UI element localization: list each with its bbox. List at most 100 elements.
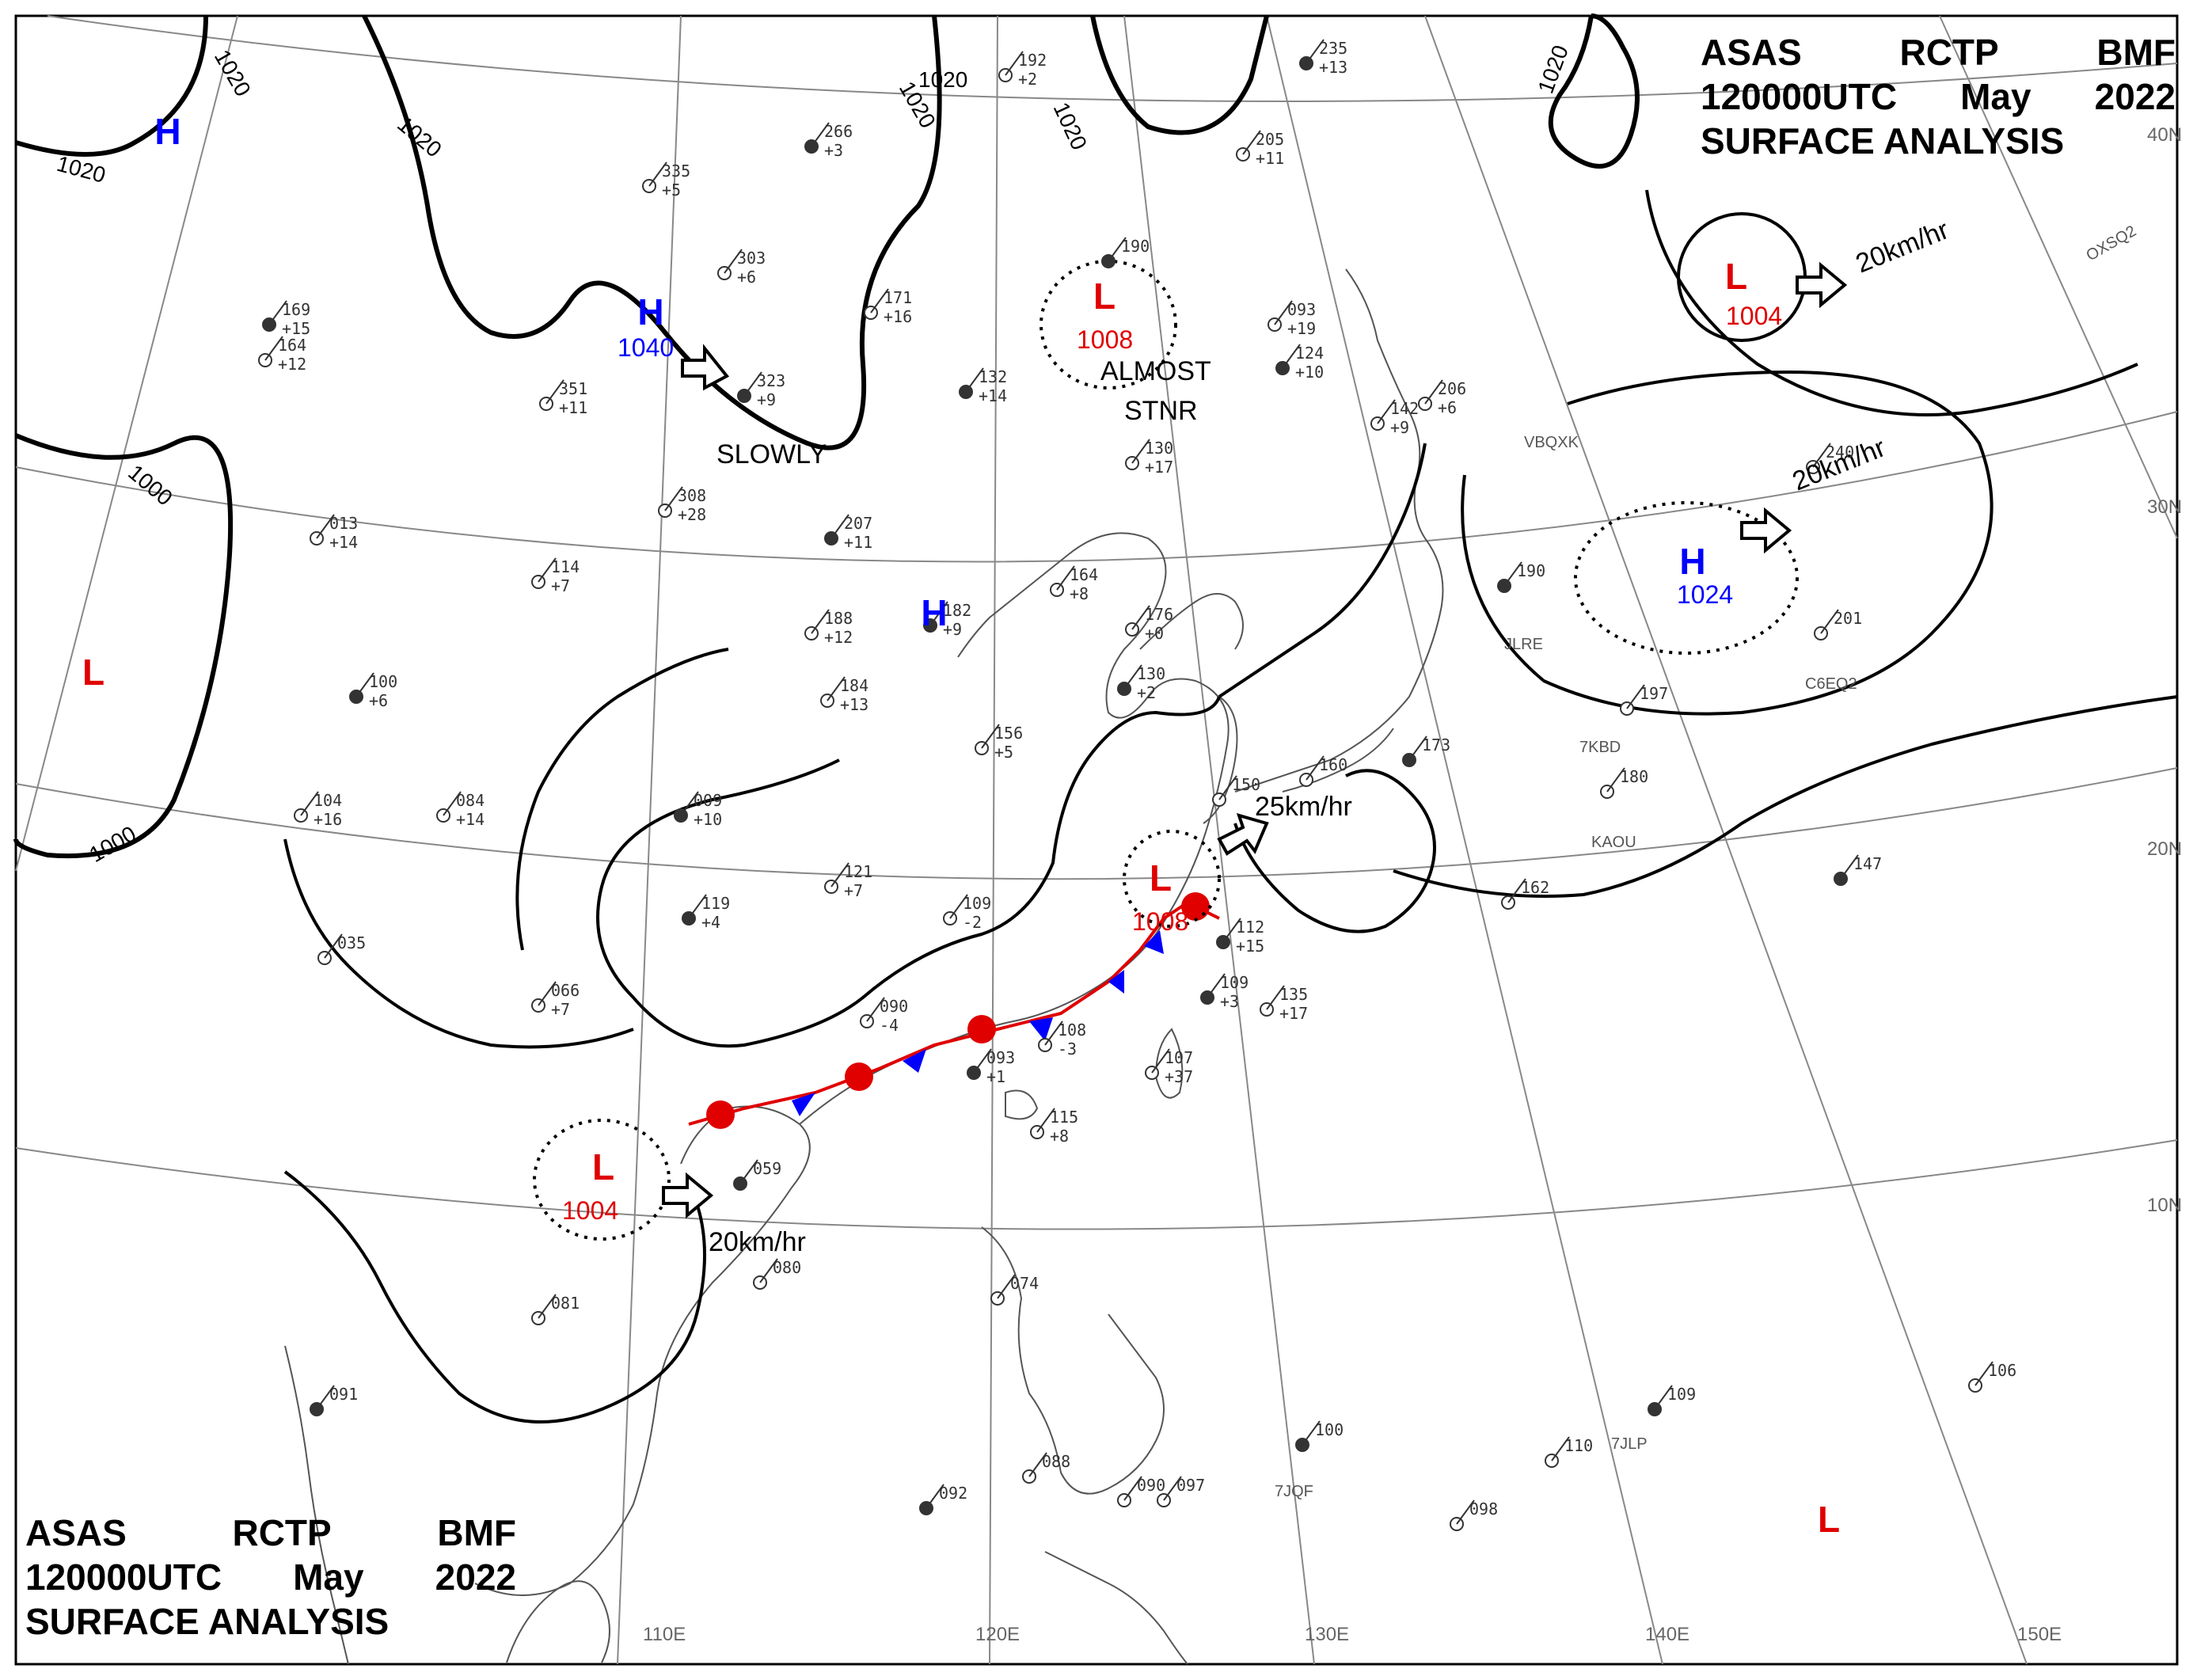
japan-coast (1234, 268, 1444, 792)
agency-code: ASAS (25, 1512, 127, 1553)
station-pressure: 335 (662, 162, 690, 181)
wind-barb (1123, 664, 1142, 690)
station-tendency: +17 (1279, 1004, 1308, 1023)
lon-line-100e (15, 15, 238, 872)
isobars (13, 13, 2178, 1423)
station-models (258, 39, 1993, 1531)
station-pressure: 351 (559, 379, 587, 398)
wind-barb (1056, 565, 1075, 591)
station-pressure: 188 (824, 609, 853, 628)
wind-barb (545, 379, 564, 405)
cold-front-barb (1144, 930, 1164, 954)
station-pressure: 109 (963, 894, 991, 913)
wind-barb (1108, 237, 1127, 262)
high-pressure-center: H (637, 291, 663, 333)
station-tendency: +14 (979, 386, 1007, 405)
station-tendency: +11 (1256, 149, 1284, 168)
motion-label: STNR (1124, 396, 1198, 426)
wind-barb (830, 862, 849, 888)
wind-barb (1131, 605, 1150, 630)
wind-barb (316, 514, 335, 539)
station-tendency: +7 (551, 1000, 570, 1019)
isobar-frontal-trough (596, 696, 1221, 1048)
station-pressure: 190 (1517, 561, 1545, 580)
center-pressure-value: 1040 (618, 333, 674, 362)
station-tendency: +13 (1319, 58, 1347, 77)
wind-barb (1044, 1021, 1063, 1046)
high-pressure-center: H (1679, 541, 1705, 582)
header-bottom: ASAS RCTP BMF 120000UTC May 2022 SURFACE ANA… (25, 1511, 516, 1644)
station-pressure: 098 (1469, 1499, 1498, 1518)
wind-barb (965, 367, 984, 393)
station-pressure: 093 (1287, 300, 1316, 319)
taiwan-coast (1154, 1028, 1184, 1099)
longitude-label: 130E (1305, 1624, 1349, 1645)
valid-time: 120000UTC (25, 1556, 222, 1598)
station-pressure: 169 (282, 300, 310, 319)
wind-barb (811, 122, 830, 147)
wind-barb (1551, 1436, 1570, 1461)
isobar-pacific-south (1393, 695, 2178, 898)
wind-barb (680, 791, 699, 816)
station-pressure: 035 (337, 933, 366, 952)
low-pressure-center: L (82, 652, 105, 693)
lon-line-160e (1939, 15, 2178, 539)
station-pressure: 142 (1390, 399, 1419, 418)
station-tendency: +5 (994, 743, 1013, 762)
station-tendency: +9 (1390, 418, 1409, 437)
kyushu-coast (1282, 728, 1394, 792)
wind-barb (1266, 985, 1285, 1010)
center-pressure-value: 1004 (1726, 302, 1782, 330)
station-pressure: 121 (844, 862, 872, 881)
low-pressure-center: L (1818, 1499, 1840, 1540)
station-tendency: -3 (1058, 1040, 1077, 1059)
station-tendency: +14 (329, 533, 358, 552)
move-arrow-icon (1740, 507, 1792, 554)
isobar-1020-ne (1548, 13, 1640, 169)
station-tendency: +37 (1165, 1067, 1193, 1086)
station-pressure: 080 (773, 1258, 801, 1277)
center-code: BMF (437, 1512, 516, 1553)
station-pressure: 109 (1220, 973, 1249, 992)
station-tendency: +15 (1236, 937, 1264, 956)
lat-line-10n (15, 1139, 2178, 1230)
header-top: ASAS RCTP BMF 120000UTC May 2022 SURFACE ANA… (1701, 30, 2176, 163)
wind-barb (724, 249, 743, 274)
latitude-label: 10N (2147, 1195, 2182, 1216)
station-pressure: 235 (1319, 39, 1347, 58)
station-pressure: 164 (1070, 565, 1098, 584)
station-tendency: +6 (737, 268, 756, 287)
wind-barb (759, 1258, 778, 1283)
station-pressure: 130 (1145, 439, 1173, 458)
valid-month: May (1960, 76, 2031, 117)
wind-barb (866, 997, 885, 1022)
wind-barb (1028, 1452, 1047, 1477)
station-pressure: 093 (986, 1048, 1015, 1067)
station-pressure: 108 (1058, 1021, 1086, 1040)
station-tendency: +8 (1070, 584, 1089, 603)
valid-year: 2022 (435, 1556, 516, 1598)
move-arrow-icon (662, 1172, 714, 1219)
low-pressure-center: L (1150, 857, 1172, 899)
wind-barb (1163, 1476, 1182, 1501)
wind-barb (925, 1484, 944, 1509)
station-tendency: +10 (1295, 363, 1324, 382)
wind-barb (1812, 443, 1831, 468)
station-pressure: 182 (943, 601, 971, 620)
station-tendency: +3 (1220, 992, 1239, 1011)
lat-lon-grid (15, 15, 2178, 1665)
station-tendency: +6 (369, 691, 388, 710)
warm-front-bump (845, 1062, 873, 1091)
valid-month: May (293, 1556, 364, 1598)
station-pressure: 201 (1834, 609, 1862, 628)
station-code: RCTP (232, 1512, 332, 1553)
station-tendency: -2 (963, 913, 982, 932)
wind-barb (811, 609, 830, 634)
latitude-label: 30N (2147, 496, 2182, 518)
agency-code: ASAS (1701, 32, 1802, 73)
move-arrow-icon (1217, 813, 1269, 856)
wind-barb (743, 371, 762, 397)
wind-barb (664, 486, 683, 511)
isobar-japan-west (1218, 443, 1427, 698)
center-pressure-value: 1004 (562, 1196, 618, 1225)
